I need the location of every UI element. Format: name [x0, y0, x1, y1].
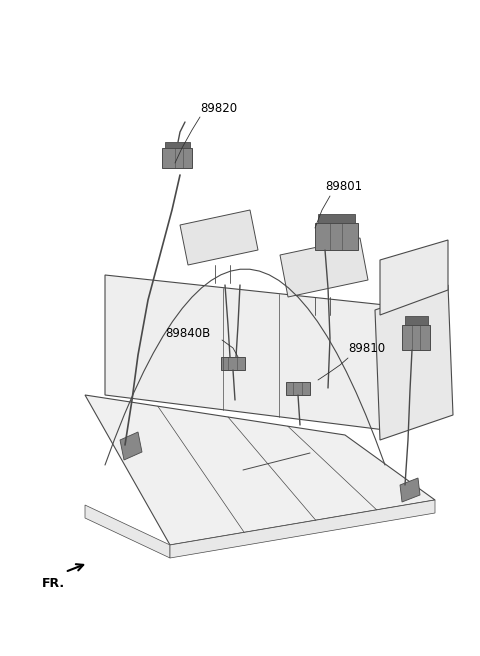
Polygon shape [85, 395, 435, 545]
Text: 89840B: 89840B [165, 327, 210, 340]
Polygon shape [120, 432, 142, 460]
Text: FR.: FR. [42, 577, 65, 590]
Polygon shape [380, 240, 448, 315]
Polygon shape [221, 357, 245, 370]
Polygon shape [162, 148, 192, 168]
Text: 89820: 89820 [200, 102, 237, 115]
Polygon shape [85, 505, 170, 558]
Polygon shape [405, 316, 428, 325]
Polygon shape [318, 214, 355, 223]
Polygon shape [180, 210, 258, 265]
Polygon shape [315, 223, 358, 250]
Polygon shape [400, 478, 420, 502]
Text: 89810: 89810 [348, 342, 385, 355]
Polygon shape [286, 382, 310, 395]
Polygon shape [280, 238, 368, 297]
Polygon shape [165, 142, 190, 148]
Text: 89801: 89801 [325, 180, 362, 193]
Polygon shape [105, 275, 385, 430]
Polygon shape [170, 500, 435, 558]
Polygon shape [402, 325, 430, 350]
Polygon shape [375, 285, 453, 440]
